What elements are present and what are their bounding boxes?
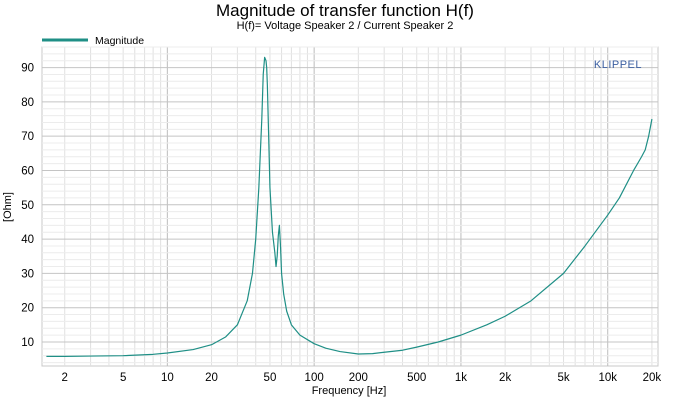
chart-title: Magnitude of transfer function H(f) [216,1,474,20]
y-axis-label: [Ohm] [2,192,14,222]
plot-area: 10 20 30 40 50 60 70 80 90 2 5 10 20 50 100 200 500 1k 2k 5… [21,46,662,384]
legend: Magnitude [42,35,144,47]
x-tick-label: 20 [205,372,218,384]
x-tick-label: 50 [264,372,277,384]
chart-subtitle: H(f)= Voltage Speaker 2 / Current Speake… [237,20,454,32]
y-tick-label: 90 [21,63,34,75]
x-tick-label: 1k [455,372,467,384]
x-tick-label: 2 [62,372,68,384]
series-line-magnitude [46,56,653,357]
x-tick-label: 10k [598,372,617,384]
y-tick-label: 80 [21,97,34,109]
x-axis-label: Frequency [Hz] [312,385,387,397]
x-tick-label: 5 [120,372,126,384]
y-tick-label: 50 [21,200,34,212]
klippel-watermark: KLIPPEL [594,59,642,71]
y-tick-label: 40 [21,234,34,246]
x-tick-label: 500 [407,372,426,384]
x-tick-label: 20k [643,372,662,384]
x-tick-label: 100 [305,372,324,384]
y-tick-label: 30 [21,268,34,280]
x-tick-label: 200 [349,372,368,384]
y-tick-label: 20 [21,303,34,315]
x-tick-label: 5k [557,372,569,384]
x-tick-label: 2k [499,372,511,384]
y-tick-label: 70 [21,131,34,143]
y-tick-label: 60 [21,165,34,177]
legend-label-magnitude: Magnitude [95,35,144,47]
x-tick-label: 10 [161,372,174,384]
y-tick-label: 10 [21,337,34,349]
